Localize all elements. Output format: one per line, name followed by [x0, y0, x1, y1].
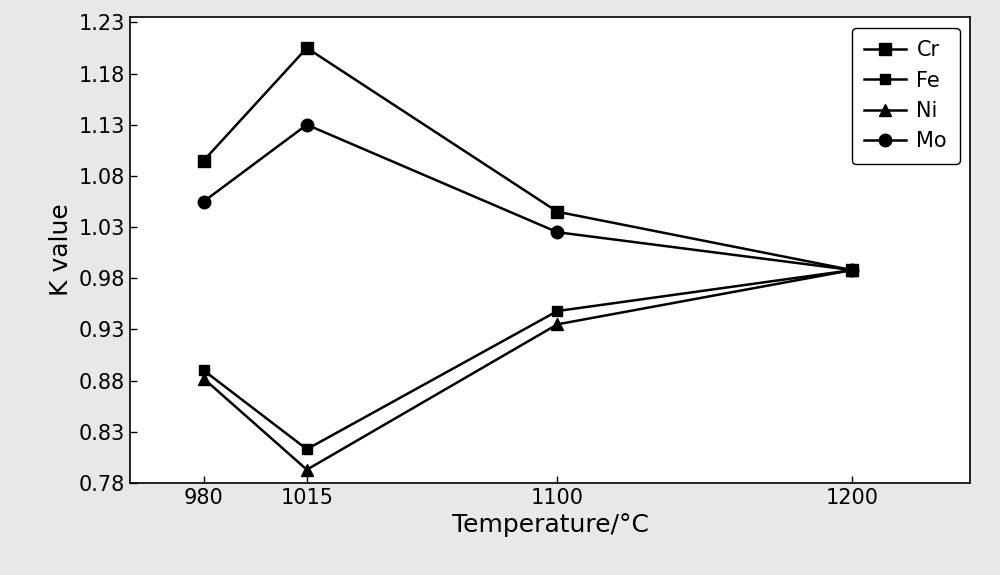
Cr — [846, 267, 858, 274]
Mo — [301, 121, 313, 128]
Ni — [551, 321, 563, 328]
Mo — [198, 198, 210, 205]
Fe — [551, 308, 563, 315]
Fe — [198, 367, 210, 374]
Cr — [551, 208, 563, 215]
Line: Mo: Mo — [197, 118, 858, 277]
Line: Ni: Ni — [197, 264, 858, 476]
Mo — [846, 267, 858, 274]
Cr — [301, 44, 313, 51]
Mo — [551, 229, 563, 236]
Fe — [846, 267, 858, 274]
Y-axis label: K value: K value — [49, 204, 73, 297]
Line: Cr: Cr — [197, 42, 858, 277]
Ni — [301, 466, 313, 473]
Cr — [198, 157, 210, 164]
Fe — [301, 446, 313, 453]
X-axis label: Temperature/°C: Temperature/°C — [452, 513, 648, 538]
Legend: Cr, Fe, Ni, Mo: Cr, Fe, Ni, Mo — [852, 28, 960, 164]
Ni — [846, 267, 858, 274]
Ni — [198, 375, 210, 382]
Line: Fe: Fe — [199, 265, 857, 454]
